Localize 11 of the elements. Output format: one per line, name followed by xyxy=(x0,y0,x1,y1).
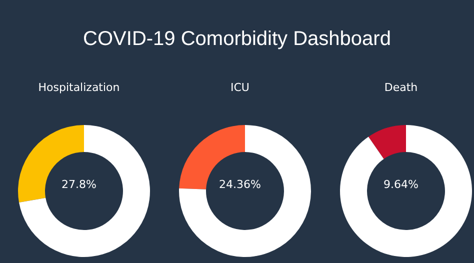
text: 9.64% xyxy=(382,178,420,191)
donut-slice xyxy=(368,125,406,159)
chart-title: ICU xyxy=(230,81,250,94)
chart-title: Hospitalization xyxy=(37,81,121,94)
text: 27.8% xyxy=(60,178,98,191)
chart-title: Death xyxy=(383,81,419,94)
donut-slice xyxy=(19,125,150,257)
donut-slice xyxy=(340,125,472,257)
text: 24.36% xyxy=(218,178,262,191)
text: COVID-19 Comorbidity Dashboard xyxy=(82,28,392,51)
donut-slice xyxy=(179,125,311,257)
